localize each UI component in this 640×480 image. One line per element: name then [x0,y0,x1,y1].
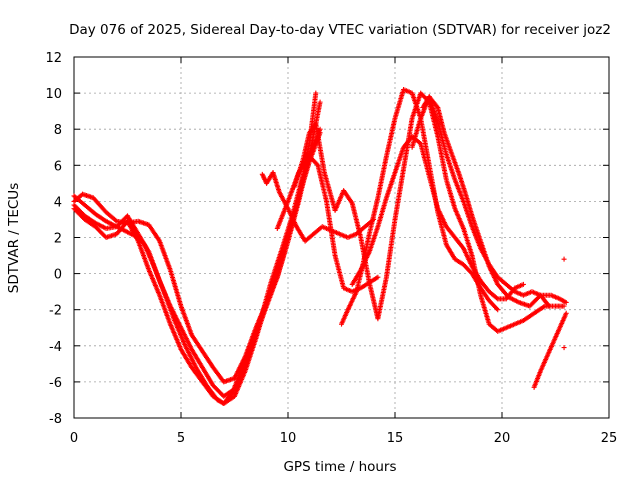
x-tick-label: 25 [601,431,618,446]
y-tick-label: -8 [49,412,62,427]
data-point [561,345,567,351]
axis-ticks: 0 5 10 15 20 25 -8 -6 -4 -2 0 2 4 6 8 10 12 [45,51,617,446]
data-point [317,99,323,105]
series-track-7 [291,90,567,334]
y-tick-label: 8 [54,123,62,138]
series-track-12 [531,310,569,390]
data-point [561,303,567,309]
y-tick-label: -2 [49,304,62,319]
series-track-11 [420,94,569,309]
y-tick-label: -6 [49,376,62,391]
data-point [563,299,569,305]
y-tick-label: 6 [54,159,62,174]
x-tick-label: 15 [387,431,404,446]
data-point [495,307,501,313]
data-point [561,256,567,262]
y-tick-label: 2 [54,232,62,247]
y-tick-label: -4 [49,340,62,355]
y-axis-label: SDTVAR / TECUs [6,183,22,293]
y-tick-label: 12 [45,51,62,66]
y-tick-label: 10 [45,87,62,102]
x-tick-label: 10 [280,431,297,446]
isolated-points [561,256,567,351]
x-tick-label: 0 [70,431,78,446]
y-tick-label: 0 [54,268,62,283]
data-point [563,310,569,316]
chart-title: Day 076 of 2025, Sidereal Day-to-day VTE… [69,22,611,38]
y-tick-label: 4 [54,195,62,210]
data-point [536,293,542,299]
grid-lines [74,57,609,418]
x-tick-label: 20 [494,431,511,446]
data-point [520,281,526,287]
data-point [546,303,552,309]
data-point [313,90,319,96]
x-axis-label: GPS time / hours [283,459,396,475]
x-tick-label: 5 [177,431,185,446]
series-track-9 [349,133,526,302]
data-point [375,274,381,280]
series-track-1 [71,126,323,407]
data-marks [71,86,569,407]
